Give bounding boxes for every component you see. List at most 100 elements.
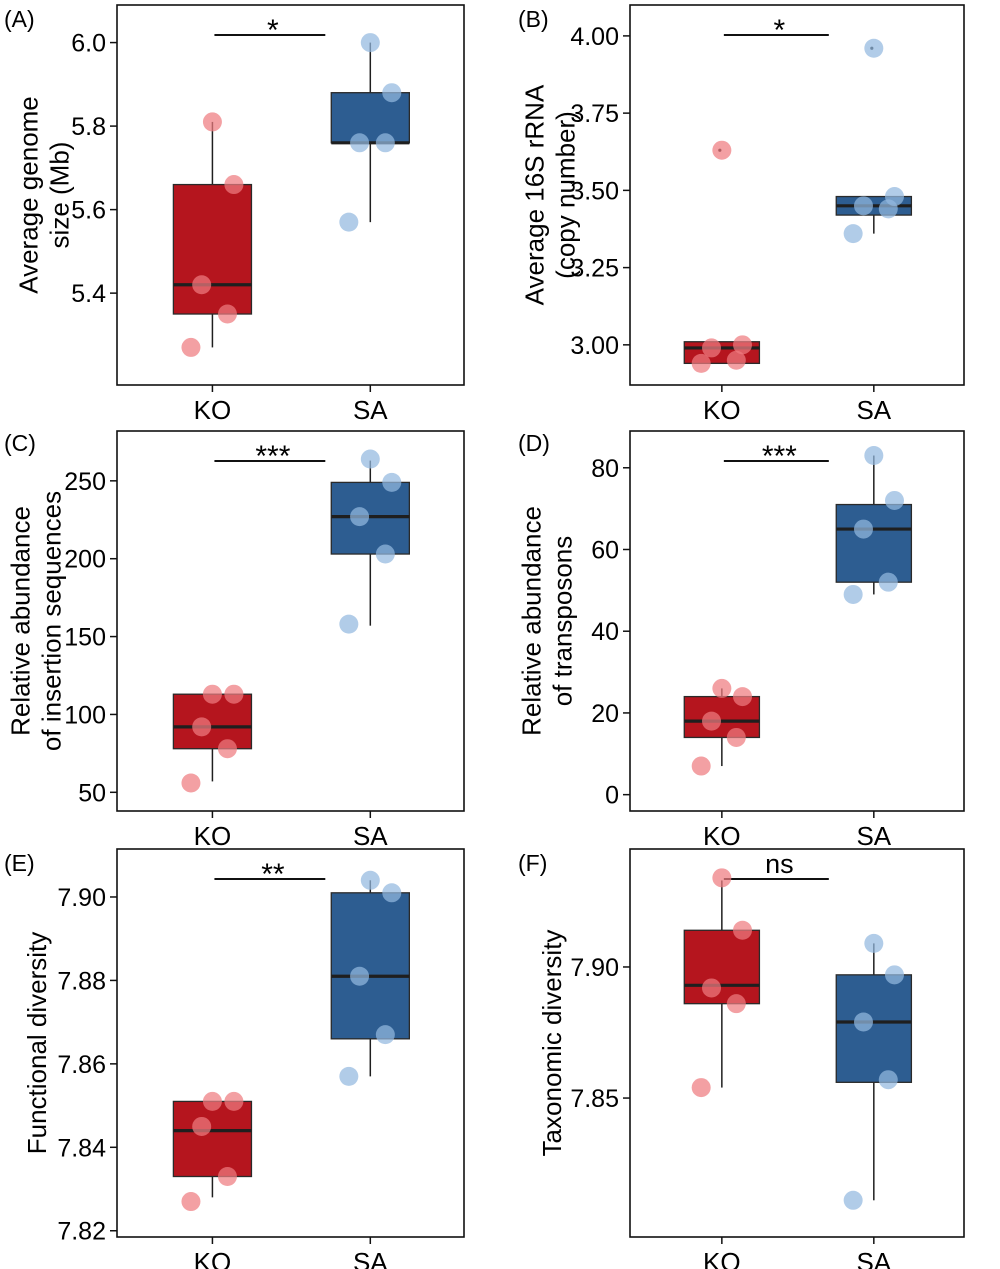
data-point-sa [853, 1012, 873, 1032]
y-tick-label: 5.6 [71, 197, 106, 225]
data-point-sa [843, 224, 863, 244]
significance-label: * [267, 14, 279, 47]
y-tick-label: 3.00 [570, 332, 619, 360]
plot-frame [629, 848, 965, 1238]
data-point-sa [864, 38, 884, 58]
data-point-sa [382, 883, 402, 903]
data-point-ko [192, 717, 212, 737]
data-point-ko [224, 175, 244, 195]
box-sa [330, 92, 410, 144]
box-sa [330, 892, 410, 1040]
panel-4: (D) 0 20 40 60 80 KO SA Relative abundance of tra… [517, 430, 965, 851]
panel-3: (C) 50 100 150 200 250 KO SA Relative abundance o… [4, 430, 465, 851]
y-tick-label: 4.00 [570, 23, 619, 51]
box-ko [683, 929, 761, 1005]
y-axis-label: Relative abundance [6, 506, 36, 736]
data-point-sa [382, 472, 402, 492]
plot-frame [116, 4, 465, 386]
y-tick-label: 80 [591, 455, 619, 483]
data-point-ko [181, 773, 201, 793]
x-tick-label-ko: KO [194, 1247, 232, 1269]
box-ko [172, 1100, 253, 1178]
panel-letter: (C) [4, 430, 36, 456]
data-point-sa [350, 966, 370, 986]
data-point-ko [691, 1078, 711, 1098]
panel-letter: (E) [4, 850, 35, 876]
data-point-ko [224, 684, 244, 704]
y-axis-label: Taxonomic diversity [537, 930, 567, 1157]
y-tick-label: 200 [64, 546, 106, 574]
plot-frame [629, 4, 965, 386]
data-point-sa [375, 133, 395, 153]
y-tick-label: 3.75 [570, 100, 619, 128]
significance-label: ns [765, 849, 794, 879]
data-point-sa [360, 449, 380, 469]
y-tick-label: 20 [591, 700, 619, 728]
x-tick-label-sa: SA [856, 395, 891, 425]
plot-frame [116, 848, 465, 1238]
y-tick-label: 7.86 [57, 1051, 106, 1079]
data-point-sa [853, 196, 873, 216]
data-point-sa [864, 933, 884, 953]
y-tick-label: 7.90 [570, 954, 619, 982]
data-point-sa [339, 1066, 359, 1086]
significance-label: * [773, 14, 785, 47]
x-tick-label-sa: SA [353, 1247, 388, 1269]
panel-2: (B) 3.00 3.25 3.50 3.75 4.00 KO SA Average 16S r… [518, 4, 965, 425]
y-tick-label: 40 [591, 618, 619, 646]
data-point-ko [726, 350, 746, 370]
y-axis-label: (copy number) [551, 111, 581, 279]
box-sa [835, 974, 913, 1083]
data-point-sa [878, 572, 898, 592]
panel-letter: (A) [4, 6, 35, 32]
x-tick-label-ko: KO [703, 1247, 741, 1269]
box-sa [835, 503, 913, 583]
y-axis-label: of transposons [548, 536, 578, 707]
y-axis-label: of insertion sequences [37, 491, 67, 751]
data-point-sa [339, 212, 359, 232]
panel-1: (A) 5.4 5.6 5.8 6.0 KO SA Average genome size (M… [4, 4, 465, 425]
data-point-sa [339, 614, 359, 634]
x-tick-label-ko: KO [194, 821, 232, 851]
significance-label: *** [255, 440, 290, 473]
panel-5: (E) 7.82 7.84 7.86 7.88 7.90 KO SA Functional di… [4, 848, 465, 1269]
data-point-ko [702, 978, 722, 998]
data-point-ko [202, 1091, 222, 1111]
x-tick-label-ko: KO [194, 395, 232, 425]
y-tick-label: 0 [605, 782, 619, 810]
data-point-sa [375, 544, 395, 564]
y-tick-label: 250 [64, 468, 106, 496]
data-point-ko [702, 711, 722, 731]
data-point-ko [691, 756, 711, 776]
data-point-sa [864, 446, 884, 466]
data-point-ko [181, 337, 201, 357]
data-point-sa [360, 33, 380, 53]
data-point-ko [733, 335, 753, 355]
data-point-ko [691, 353, 711, 373]
data-point-ko [202, 684, 222, 704]
data-point-sa [884, 965, 904, 985]
data-point-sa [382, 83, 402, 103]
y-tick-label: 7.84 [57, 1134, 106, 1162]
plot-frame [629, 430, 965, 812]
panel-6: (F) 7.85 7.90 KO SA Taxonomic diversity ns [518, 848, 965, 1269]
y-tick-label: 6.0 [71, 30, 106, 58]
significance-label: *** [762, 440, 797, 473]
y-tick-label: 5.8 [71, 113, 106, 141]
y-tick-label: 3.25 [570, 255, 619, 283]
y-tick-label: 5.4 [71, 280, 106, 308]
x-tick-label-sa: SA [856, 1247, 891, 1269]
data-point-ko [217, 739, 237, 759]
y-tick-label: 3.50 [570, 177, 619, 205]
data-point-sa [884, 187, 904, 207]
data-point-ko [733, 687, 753, 707]
x-tick-label-ko: KO [703, 821, 741, 851]
data-point-sa [350, 133, 370, 153]
data-point-ko [733, 920, 753, 940]
data-point-ko [712, 678, 732, 698]
x-tick-label-sa: SA [353, 821, 388, 851]
data-point-sa [853, 519, 873, 539]
data-point-sa [375, 1025, 395, 1045]
data-point-ko [202, 112, 222, 132]
